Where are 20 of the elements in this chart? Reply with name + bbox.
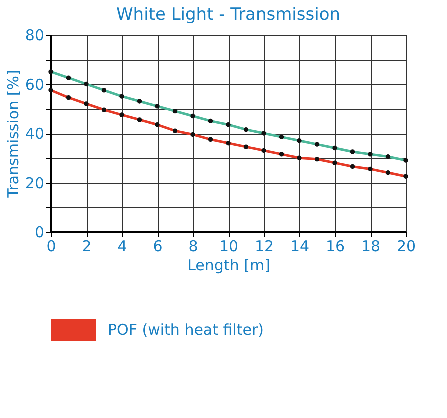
y-tick-label: 80 (25, 26, 44, 44)
x-tick-label: 20 (396, 238, 416, 256)
legend-label: POF (with heat filter) (108, 321, 264, 339)
y-tick-label: 20 (25, 174, 44, 192)
x-tick-label: 12 (254, 238, 274, 256)
x-tick-label: 16 (326, 238, 346, 256)
y-axis-title: Transmission [%] (4, 70, 22, 199)
y-tick-label: 40 (25, 125, 44, 143)
x-tick-label: 4 (118, 238, 128, 256)
x-tick-label: 2 (82, 238, 92, 256)
x-tick-label: 0 (46, 238, 56, 256)
chart-title: White Light - Transmission (116, 5, 341, 25)
x-tick-label: 10 (219, 238, 239, 256)
x-tick-label: 6 (153, 238, 163, 256)
x-tick-label: 18 (361, 238, 381, 256)
x-tick-label: 14 (290, 238, 310, 256)
y-tick-label: 60 (25, 76, 44, 94)
x-axis-title: Length [m] (188, 256, 270, 274)
x-tick-label: 8 (188, 238, 198, 256)
y-tick-label: 0 (34, 224, 44, 242)
